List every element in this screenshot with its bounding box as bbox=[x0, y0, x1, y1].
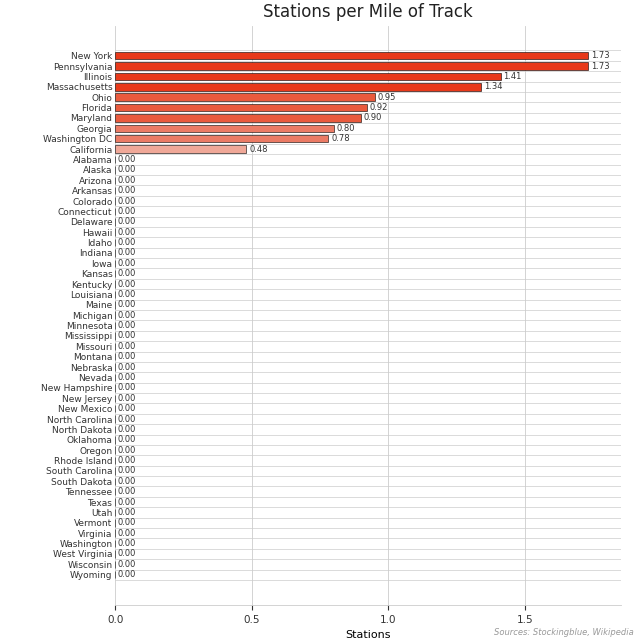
Text: 0.00: 0.00 bbox=[118, 269, 136, 278]
Text: 0.00: 0.00 bbox=[118, 425, 136, 434]
Text: 0.92: 0.92 bbox=[369, 103, 388, 112]
Bar bbox=[115, 125, 334, 132]
Text: 0.00: 0.00 bbox=[118, 321, 136, 330]
Text: 0.00: 0.00 bbox=[118, 155, 136, 164]
Text: 0.00: 0.00 bbox=[118, 352, 136, 361]
Text: 0.00: 0.00 bbox=[118, 550, 136, 559]
Text: 0.90: 0.90 bbox=[364, 113, 382, 122]
Text: 0.00: 0.00 bbox=[118, 207, 136, 216]
Text: 0.00: 0.00 bbox=[118, 165, 136, 174]
Text: 1.73: 1.73 bbox=[591, 61, 609, 70]
Text: 0.00: 0.00 bbox=[118, 467, 136, 476]
Bar bbox=[115, 83, 481, 90]
Text: 0.00: 0.00 bbox=[118, 373, 136, 382]
Text: 0.00: 0.00 bbox=[118, 435, 136, 444]
Text: 0.00: 0.00 bbox=[118, 238, 136, 247]
Bar bbox=[115, 52, 588, 60]
Text: 0.00: 0.00 bbox=[118, 342, 136, 351]
Text: 0.00: 0.00 bbox=[118, 560, 136, 569]
Text: 0.00: 0.00 bbox=[118, 539, 136, 548]
Text: 0.00: 0.00 bbox=[118, 363, 136, 372]
Text: 0.00: 0.00 bbox=[118, 332, 136, 340]
Bar bbox=[115, 93, 375, 101]
Text: 0.00: 0.00 bbox=[118, 487, 136, 496]
Text: 0.00: 0.00 bbox=[118, 445, 136, 454]
Text: 0.00: 0.00 bbox=[118, 456, 136, 465]
Text: 0.00: 0.00 bbox=[118, 394, 136, 403]
Bar bbox=[115, 114, 361, 122]
Text: 0.48: 0.48 bbox=[249, 145, 268, 154]
Text: 0.00: 0.00 bbox=[118, 529, 136, 538]
Bar bbox=[115, 62, 588, 70]
Text: 0.00: 0.00 bbox=[118, 518, 136, 527]
Text: 0.00: 0.00 bbox=[118, 300, 136, 309]
Text: 0.00: 0.00 bbox=[118, 310, 136, 320]
Text: 0.00: 0.00 bbox=[118, 186, 136, 195]
Text: 0.00: 0.00 bbox=[118, 508, 136, 517]
Text: 0.00: 0.00 bbox=[118, 217, 136, 227]
Text: 1.41: 1.41 bbox=[503, 72, 522, 81]
Title: Stations per Mile of Track: Stations per Mile of Track bbox=[263, 3, 473, 21]
Text: 0.00: 0.00 bbox=[118, 290, 136, 299]
Bar bbox=[115, 73, 500, 80]
Text: 0.78: 0.78 bbox=[331, 134, 349, 143]
Bar bbox=[115, 135, 328, 143]
Text: 0.00: 0.00 bbox=[118, 383, 136, 392]
Text: 0.00: 0.00 bbox=[118, 477, 136, 486]
Text: 0.95: 0.95 bbox=[378, 93, 396, 102]
Text: Sources: Stockingblue, Wikipedia: Sources: Stockingblue, Wikipedia bbox=[494, 628, 634, 637]
X-axis label: Stations: Stations bbox=[345, 630, 391, 640]
Text: 0.00: 0.00 bbox=[118, 228, 136, 237]
Text: 0.00: 0.00 bbox=[118, 248, 136, 257]
Text: 0.00: 0.00 bbox=[118, 404, 136, 413]
Text: 0.00: 0.00 bbox=[118, 259, 136, 268]
Text: 0.80: 0.80 bbox=[337, 124, 355, 133]
Text: 0.00: 0.00 bbox=[118, 196, 136, 205]
Text: 0.00: 0.00 bbox=[118, 176, 136, 185]
Text: 0.00: 0.00 bbox=[118, 570, 136, 579]
Bar bbox=[115, 145, 246, 153]
Bar bbox=[115, 104, 367, 111]
Text: 1.73: 1.73 bbox=[591, 51, 609, 60]
Text: 0.00: 0.00 bbox=[118, 497, 136, 507]
Text: 0.00: 0.00 bbox=[118, 415, 136, 424]
Text: 1.34: 1.34 bbox=[484, 83, 502, 92]
Text: 0.00: 0.00 bbox=[118, 280, 136, 289]
